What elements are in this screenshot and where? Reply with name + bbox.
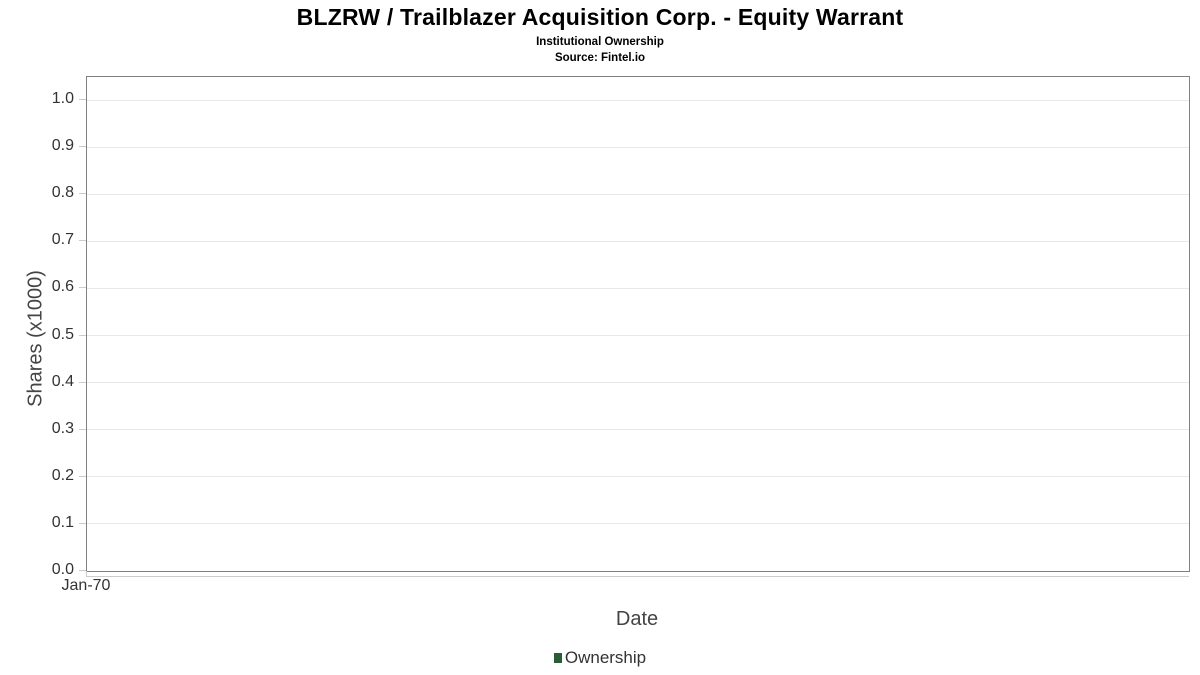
legend-series-marker — [553, 653, 562, 663]
legend-series-label: Ownership — [564, 648, 647, 667]
y-tick-label: 0.2 — [51, 466, 74, 484]
y-tick-label: 0.7 — [51, 231, 74, 249]
y-tick-label: 0.8 — [51, 184, 74, 202]
h-gridline — [87, 240, 1189, 242]
h-gridline — [87, 287, 1189, 289]
chart-legend: Ownership — [0, 648, 1200, 668]
y-axis-tick — [79, 334, 86, 336]
plot-area — [86, 76, 1190, 572]
y-axis-tick — [79, 428, 86, 430]
y-tick-label: 0.5 — [51, 325, 74, 343]
y-axis-tick — [79, 240, 86, 242]
h-gridline — [87, 382, 1189, 384]
x-axis-title: Date — [615, 608, 659, 630]
y-tick-label: 0.4 — [51, 372, 74, 390]
h-gridline — [87, 429, 1189, 431]
h-gridline — [87, 476, 1189, 478]
y-tick-label: 1.0 — [51, 90, 74, 107]
y-axis-tick — [79, 146, 86, 148]
y-tick-label: 0.9 — [51, 137, 74, 155]
y-tick-label: 0.0 — [51, 561, 74, 578]
y-axis-tick — [79, 99, 86, 100]
x-axis-tick — [86, 571, 87, 577]
y-tick-label: 0.1 — [51, 513, 74, 531]
h-gridline — [87, 335, 1189, 336]
chart-source-credit: Source: Fintel.io — [554, 52, 646, 64]
y-axis-tick — [79, 570, 86, 571]
y-axis-tick — [79, 381, 86, 383]
x-tick-label: Jan-70 — [61, 577, 111, 594]
y-axis-tick — [79, 522, 86, 524]
x-axis-line — [86, 576, 1189, 577]
chart-title: BLZRW / Trailblazer Acquisition Corp. - … — [296, 4, 904, 30]
y-tick-label: 0.6 — [51, 278, 74, 296]
legend-item-ownership[interactable]: Ownership — [553, 648, 647, 668]
y-tick-label: 0.3 — [51, 419, 74, 437]
y-axis-tick — [79, 193, 86, 195]
y-axis-tick — [79, 287, 86, 289]
h-gridline — [87, 146, 1189, 148]
y-axis-tick — [79, 475, 86, 477]
chart-subtitle: Institutional Ownership — [536, 36, 664, 48]
h-gridline — [87, 523, 1189, 525]
h-gridline — [87, 193, 1189, 195]
h-gridline — [87, 99, 1189, 101]
